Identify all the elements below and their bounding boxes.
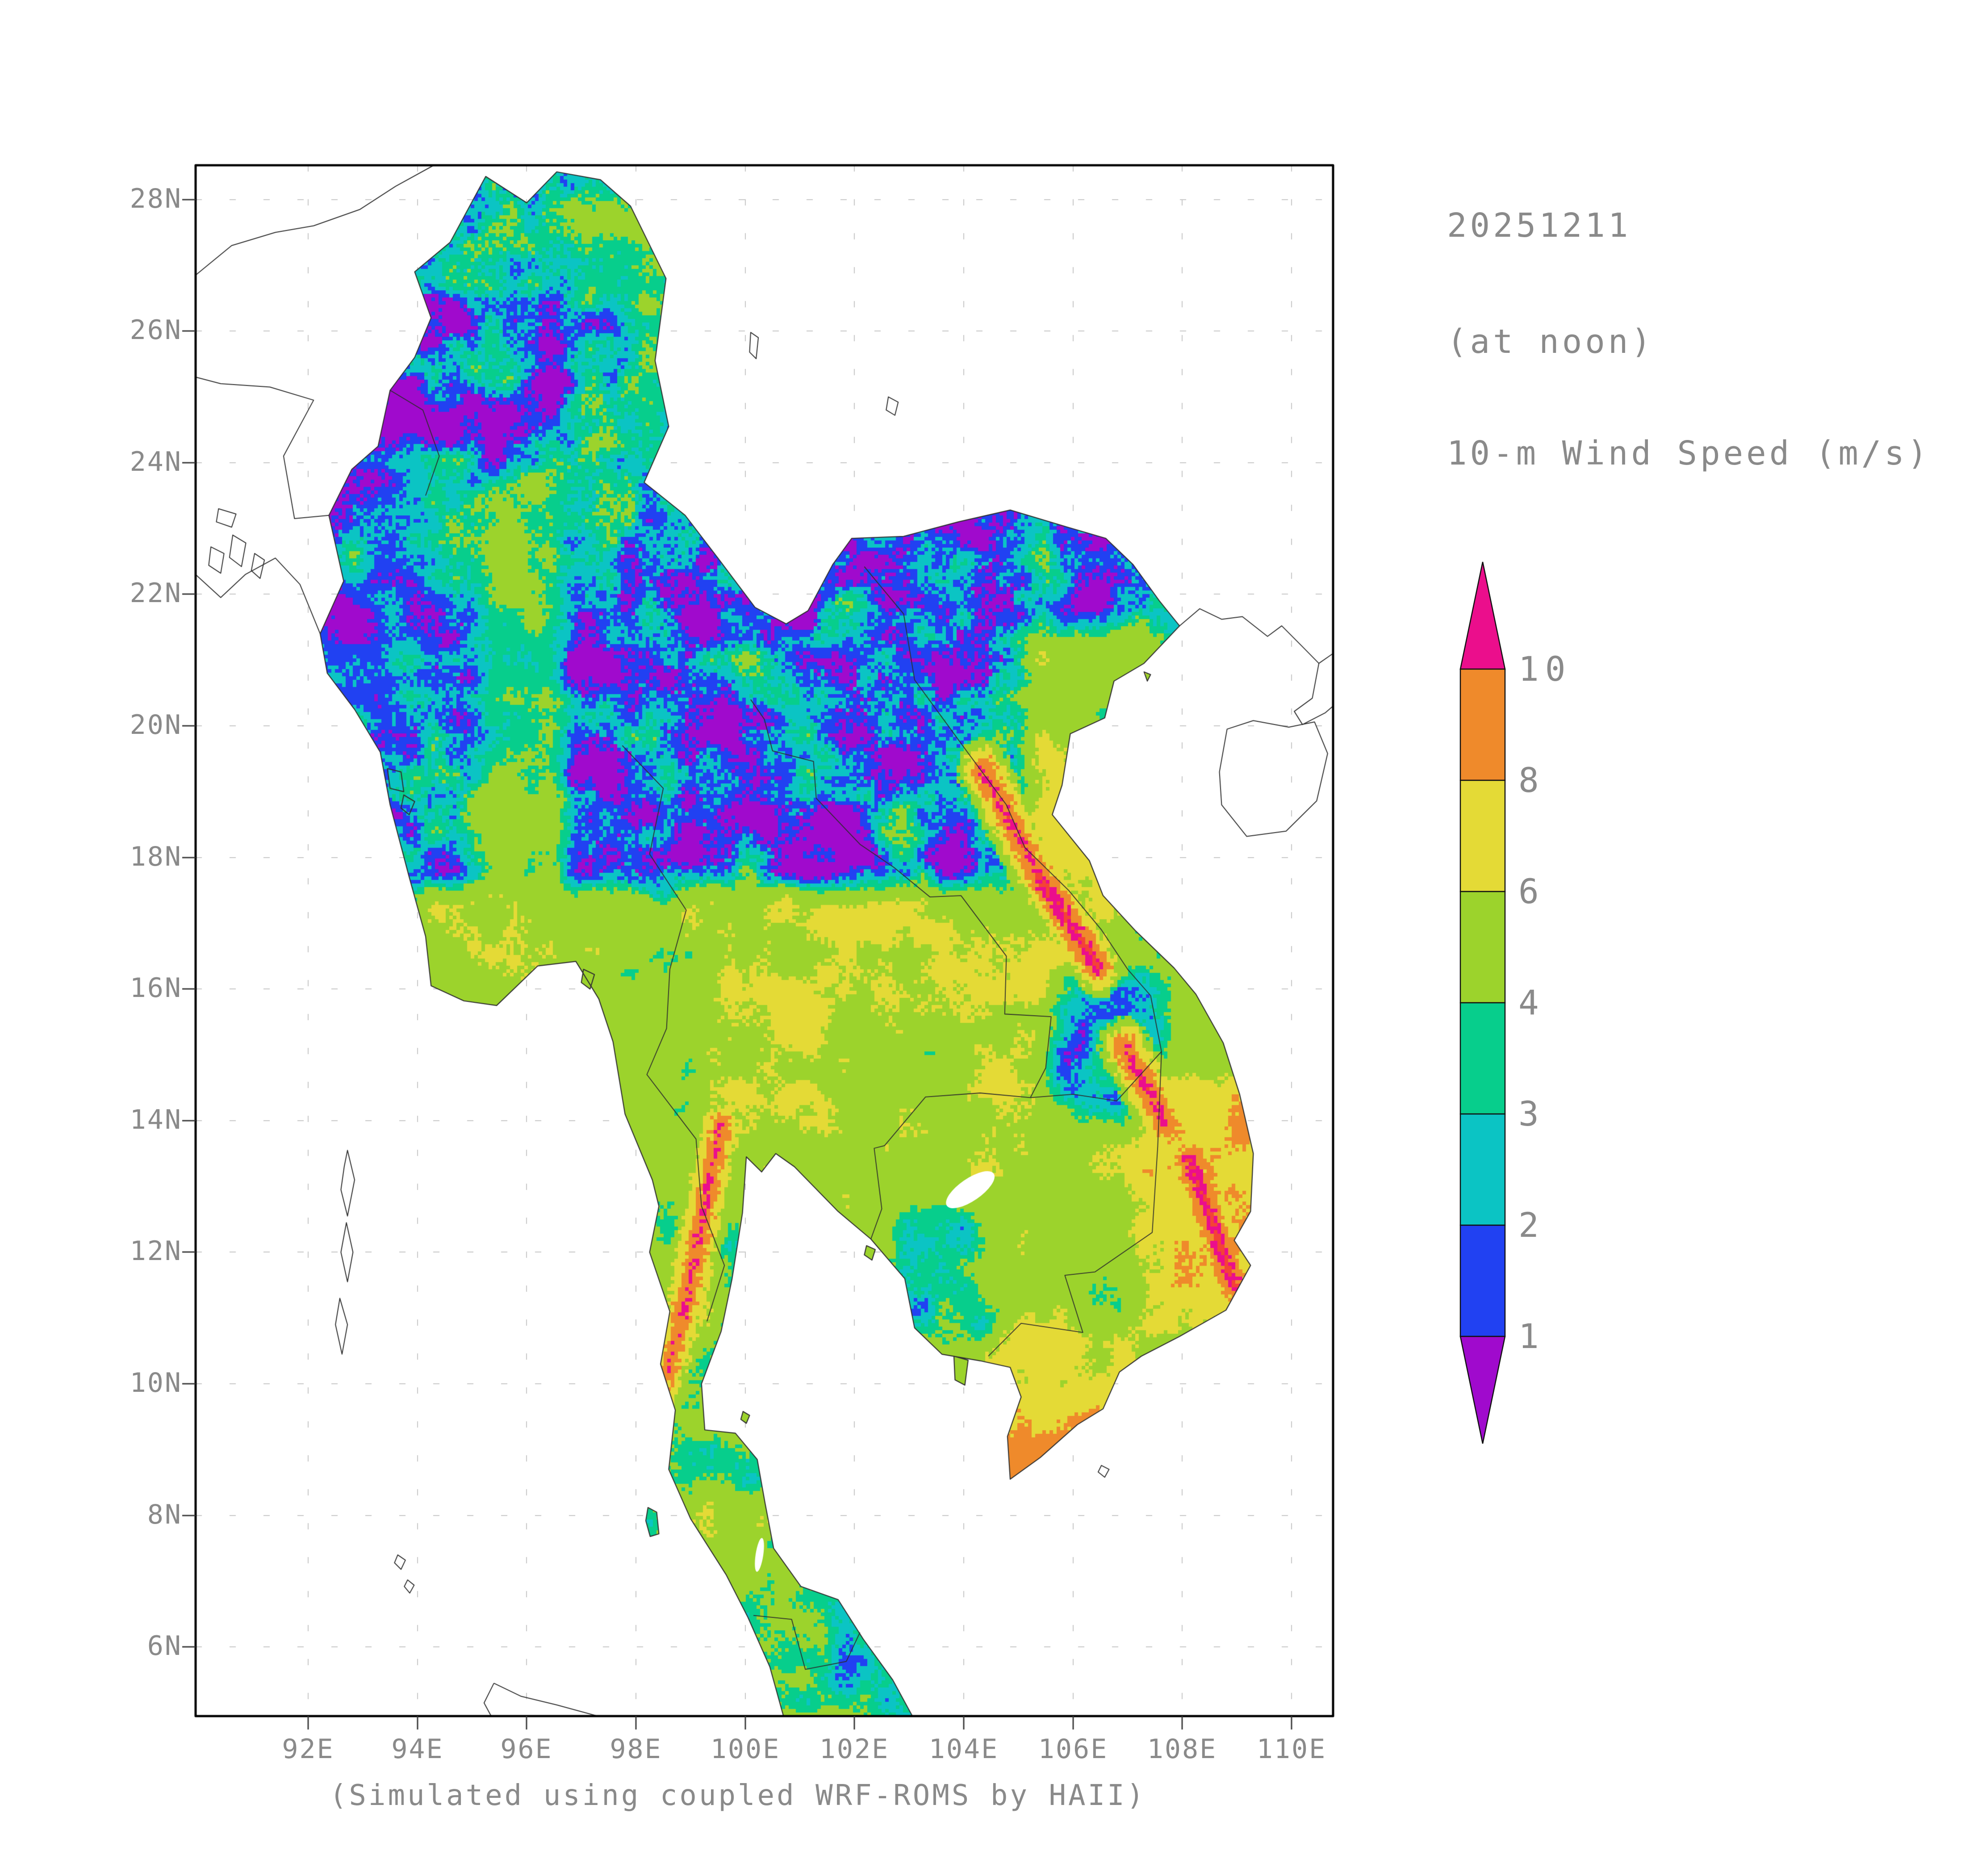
lon-tick-label-102E: 102E	[819, 1734, 890, 1765]
lon-tick-label-96E: 96E	[500, 1734, 553, 1765]
colorbar-level-label-6: 6	[1518, 871, 1545, 911]
lat-tick-label-24N: 24N	[130, 446, 182, 477]
colorbar-segment-6-8	[1459, 779, 1506, 892]
simulation-caption: (Simulated using coupled WRF-ROMS by HAI…	[329, 1779, 1146, 1812]
lat-tick-label-12N: 12N	[130, 1235, 182, 1267]
lat-tick-label-8N: 8N	[147, 1499, 182, 1530]
run-date: 20251211	[1447, 206, 1631, 245]
colorbar-level-label-1: 1	[1518, 1316, 1545, 1356]
wind-speed-colorbar	[1459, 561, 1506, 1444]
lon-tick-label-100E: 100E	[710, 1734, 781, 1765]
colorbar-level-label-8: 8	[1518, 760, 1545, 800]
colorbar-level-label-3: 3	[1518, 1094, 1545, 1134]
colorbar-segment-3-4	[1459, 1002, 1506, 1115]
colorbar-below-1-triangle	[1459, 1336, 1506, 1444]
lat-tick-label-20N: 20N	[130, 709, 182, 741]
lon-tick-label-108E: 108E	[1147, 1734, 1217, 1765]
colorbar-segment-4-6	[1459, 891, 1506, 1004]
colorbar-segment-2-3	[1459, 1113, 1506, 1226]
colorbar-level-label-10: 10	[1518, 649, 1572, 689]
lon-tick-label-110E: 110E	[1256, 1734, 1327, 1765]
colorbar-level-label-2: 2	[1518, 1205, 1545, 1245]
colorbar-segment-1-2	[1459, 1224, 1506, 1337]
lat-tick-label-28N: 28N	[130, 183, 182, 214]
lon-tick-label-94E: 94E	[391, 1734, 444, 1765]
lat-tick-label-16N: 16N	[130, 972, 182, 1004]
lat-tick-label-18N: 18N	[130, 841, 182, 872]
lat-tick-label-22N: 22N	[130, 578, 182, 609]
lat-tick-label-14N: 14N	[130, 1104, 182, 1135]
lon-tick-label-104E: 104E	[928, 1734, 999, 1765]
lon-tick-label-92E: 92E	[282, 1734, 334, 1765]
colorbar-segment-8-10	[1459, 668, 1506, 781]
variable-title: 10-m Wind Speed (m/s)	[1447, 434, 1931, 473]
lat-tick-label-26N: 26N	[130, 314, 182, 346]
lat-tick-label-6N: 6N	[147, 1630, 182, 1662]
colorbar-above-10-triangle	[1459, 561, 1506, 670]
colorbar-level-label-4: 4	[1518, 983, 1545, 1022]
lon-tick-label-98E: 98E	[610, 1734, 662, 1765]
lat-tick-label-10N: 10N	[130, 1367, 182, 1399]
lon-tick-label-106E: 106E	[1038, 1734, 1108, 1765]
valid-time-note: (at noon)	[1447, 322, 1654, 361]
